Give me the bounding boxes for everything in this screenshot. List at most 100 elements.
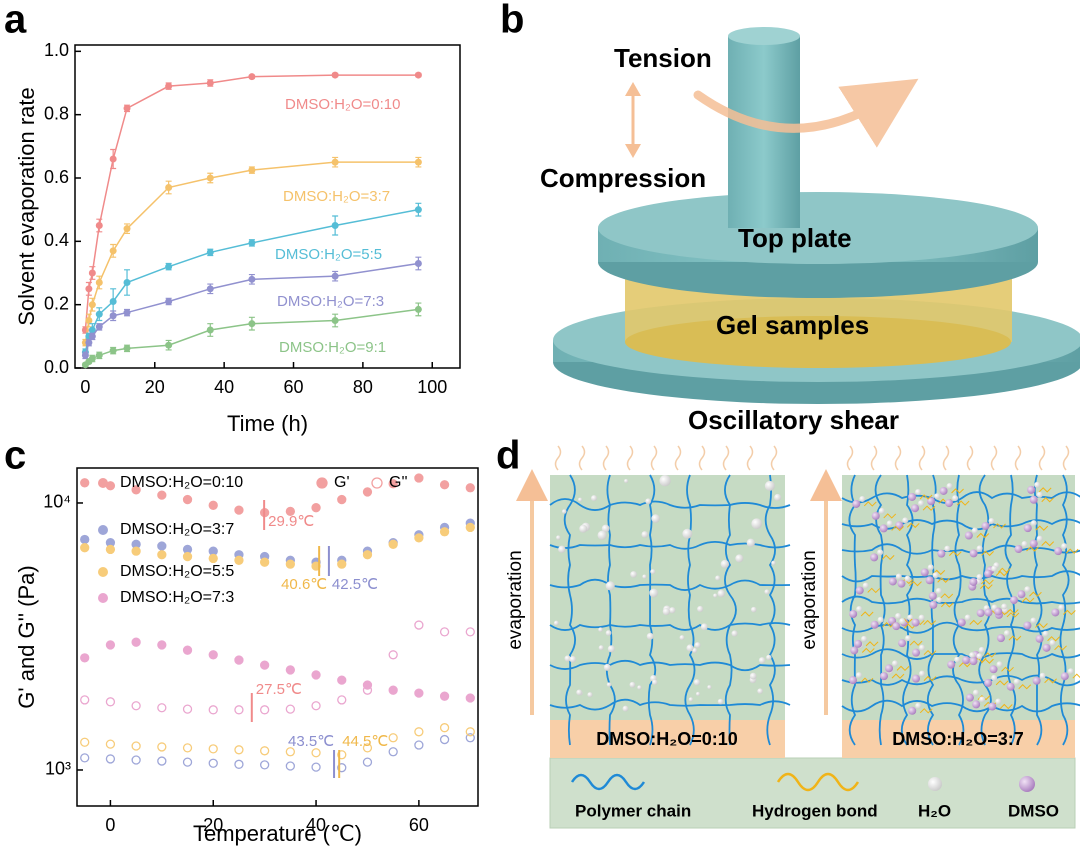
x-tick-label: 40 bbox=[306, 815, 326, 835]
plot-frame bbox=[74, 44, 461, 369]
y-tick-label: 0.0 bbox=[44, 357, 69, 377]
dmso-molecule bbox=[854, 639, 863, 648]
water-molecule bbox=[971, 527, 978, 534]
water-molecule bbox=[591, 495, 598, 502]
water-molecule bbox=[686, 644, 694, 652]
polymer-chain bbox=[1033, 474, 1043, 746]
dmso-molecule bbox=[1009, 596, 1018, 605]
crossover-label: 27.5℃ bbox=[256, 681, 302, 698]
data-point bbox=[388, 747, 398, 757]
polymer-chain bbox=[841, 491, 1080, 504]
data-point bbox=[285, 704, 296, 714]
rheometer bbox=[553, 27, 1080, 404]
x-tick-label: 100 bbox=[417, 377, 447, 397]
water-molecule bbox=[576, 689, 583, 696]
data-point bbox=[95, 222, 103, 229]
water-molecule bbox=[556, 535, 561, 540]
hydrogen-bond bbox=[923, 619, 936, 626]
polymer-chain bbox=[1004, 474, 1017, 746]
legend-label: G' bbox=[334, 474, 350, 491]
vapor-line bbox=[626, 445, 634, 471]
data-point bbox=[234, 655, 244, 665]
water-molecule bbox=[715, 575, 721, 581]
data-point bbox=[337, 559, 347, 569]
data-point bbox=[165, 184, 173, 191]
data-point bbox=[105, 739, 116, 749]
panel-label: c bbox=[4, 434, 26, 478]
data-point bbox=[414, 727, 424, 737]
x-tick-label: 0 bbox=[105, 815, 115, 835]
dmso-molecule bbox=[911, 504, 920, 513]
dmso-molecule bbox=[1027, 485, 1036, 494]
data-point bbox=[234, 555, 244, 565]
legend-marker bbox=[98, 567, 108, 577]
dmso-molecule bbox=[912, 674, 921, 683]
hydrogen-bond bbox=[1018, 684, 1032, 690]
water-molecule bbox=[944, 545, 951, 552]
water-molecule bbox=[720, 559, 730, 569]
hydrogen-bond bbox=[1047, 636, 1060, 642]
water-molecule bbox=[976, 545, 983, 552]
hydrogen-bond bbox=[922, 505, 936, 511]
hydrogen-bond bbox=[937, 577, 951, 583]
hydrogen-bond bbox=[1054, 645, 1067, 651]
data-point bbox=[109, 298, 117, 305]
data-point bbox=[331, 222, 339, 229]
data-point bbox=[311, 701, 321, 711]
water-molecule bbox=[932, 572, 939, 579]
data-point bbox=[285, 665, 296, 675]
water-molecule bbox=[558, 545, 566, 553]
water-molecule bbox=[774, 493, 782, 502]
dmso-molecule bbox=[994, 607, 1003, 616]
hydrogen-bond bbox=[1035, 525, 1049, 531]
hydrogen-bond bbox=[863, 501, 877, 507]
data-point bbox=[362, 685, 373, 695]
data-point bbox=[88, 355, 96, 362]
hydrogen-bond bbox=[995, 680, 1009, 686]
dmso-molecule bbox=[969, 577, 978, 586]
x-tick-label: 80 bbox=[353, 377, 373, 397]
dmso-molecule bbox=[1042, 643, 1051, 652]
dmso-molecule bbox=[969, 657, 978, 666]
water-molecule bbox=[553, 620, 559, 626]
gel-network-diagram bbox=[516, 445, 1080, 829]
x-axis-label: Temperature (℃) bbox=[193, 821, 362, 846]
vapor-line bbox=[1062, 445, 1070, 471]
legend-marker bbox=[98, 525, 108, 535]
legend-label: G'' bbox=[389, 474, 408, 491]
water-molecule bbox=[605, 630, 612, 636]
water-molecule bbox=[1036, 491, 1043, 498]
water-molecule bbox=[642, 574, 647, 579]
data-point bbox=[234, 705, 244, 715]
data-point bbox=[208, 744, 218, 754]
data-point bbox=[105, 754, 116, 764]
water-molecule bbox=[991, 565, 998, 572]
water-molecule bbox=[735, 554, 744, 563]
data-point bbox=[311, 503, 321, 513]
hydrogen-bond bbox=[883, 513, 897, 519]
legend-label: H₂O bbox=[918, 801, 951, 820]
data-point bbox=[80, 543, 90, 553]
water-molecule bbox=[624, 478, 629, 483]
dmso-molecule bbox=[1032, 676, 1041, 685]
water-molecule bbox=[637, 685, 642, 690]
water-molecule bbox=[886, 520, 893, 527]
hydrogen-bond bbox=[1072, 673, 1080, 679]
data-point bbox=[248, 239, 256, 247]
dmso-molecule bbox=[947, 660, 956, 669]
data-point bbox=[182, 551, 193, 562]
data-point bbox=[109, 247, 117, 255]
water-molecule bbox=[855, 672, 862, 679]
water-molecule bbox=[891, 660, 898, 667]
shear-label: Oscillatory shear bbox=[688, 405, 899, 435]
y-tick-label: 10⁴ bbox=[43, 492, 71, 512]
dmso-molecule bbox=[969, 549, 978, 558]
water-molecule bbox=[878, 507, 885, 514]
water-molecule bbox=[978, 646, 985, 653]
x-tick-label: 0 bbox=[80, 377, 90, 397]
hydrogen-bond bbox=[997, 567, 1011, 574]
water-molecule bbox=[688, 697, 694, 702]
vapor-line bbox=[602, 445, 610, 471]
data-point bbox=[285, 747, 296, 757]
vapor-line bbox=[722, 445, 730, 471]
